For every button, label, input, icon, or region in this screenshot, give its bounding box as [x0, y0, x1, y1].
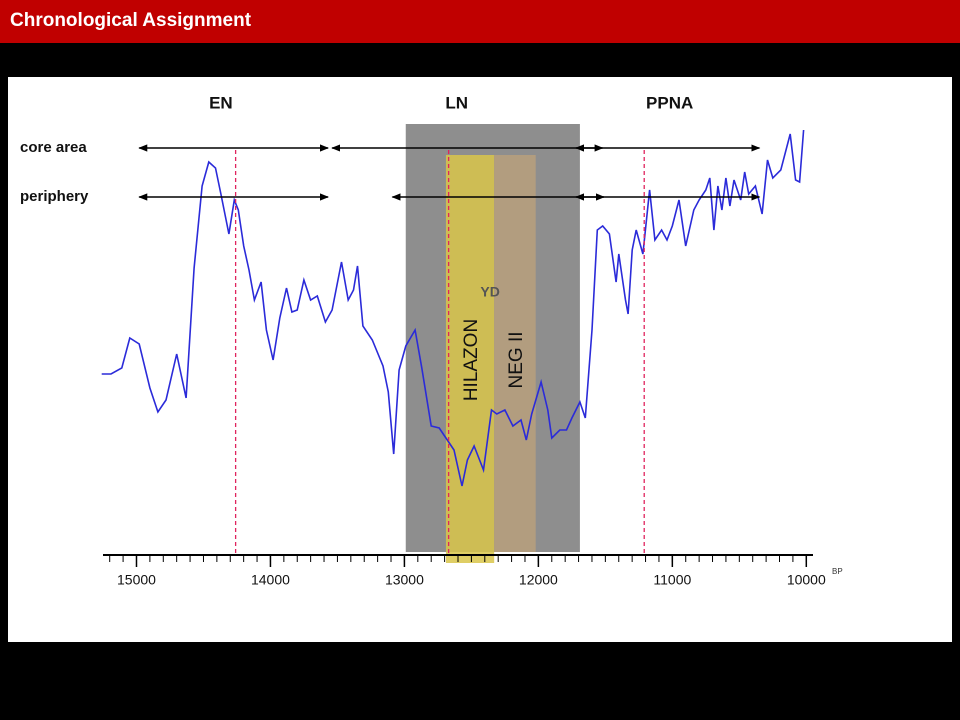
period-band: [445, 155, 495, 563]
x-tick-label: 13000: [385, 572, 424, 588]
row-label: core area: [20, 139, 87, 156]
x-tick-label: 12000: [519, 572, 558, 588]
x-tick-label: 10000: [787, 572, 826, 588]
band-title: YD: [480, 284, 499, 300]
row-label: periphery: [20, 188, 89, 205]
period-band: [494, 155, 536, 552]
x-unit: BP: [832, 567, 843, 576]
x-tick-label: 11000: [653, 572, 691, 588]
chart: HILAZON NEG II YD EN LN PPNA core area peripher…: [20, 93, 843, 587]
period-label: PPNA: [646, 93, 693, 112]
x-tick-label: 15000: [117, 572, 156, 588]
band-label: NEG II: [506, 331, 527, 388]
x-tick-label: 14000: [251, 572, 290, 588]
slide-title: Chronological Assignment: [10, 10, 252, 31]
band-label: HILAZON: [461, 319, 482, 401]
title-bar: [0, 0, 960, 43]
period-label: EN: [209, 93, 233, 112]
data-line: [101, 129, 805, 487]
period-label: LN: [445, 93, 468, 112]
